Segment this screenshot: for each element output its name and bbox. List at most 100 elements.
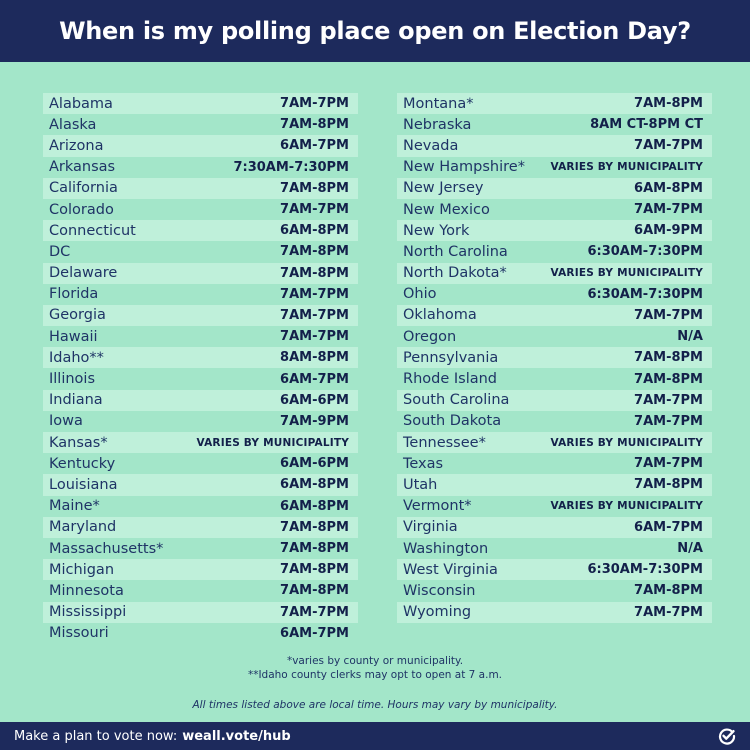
polling-hours: 7AM-8PM: [634, 371, 703, 387]
state-name: Minnesota: [49, 582, 124, 599]
table-row: Missouri 6AM-7PM: [43, 623, 358, 644]
state-name: Maine*: [49, 498, 100, 515]
state-name: Ohio: [403, 286, 437, 303]
state-name: Wyoming: [403, 604, 472, 621]
table-row: Iowa 7AM-9PM: [43, 411, 358, 432]
page-title: When is my polling place open on Electio…: [59, 17, 691, 45]
state-name: Missouri: [49, 625, 109, 642]
table-row: New York 6AM-9PM: [397, 220, 712, 242]
table-row: Virginia 6AM-7PM: [397, 516, 712, 538]
state-name: DC: [49, 243, 71, 260]
polling-hours: 7AM-9PM: [280, 413, 349, 429]
polling-hours: 7AM-8PM: [280, 562, 349, 578]
footer-cta: Make a plan to vote now:: [14, 728, 178, 744]
state-name: Florida: [49, 286, 99, 303]
state-name: New Jersey: [403, 180, 484, 197]
polling-hours: 7AM-7PM: [634, 202, 703, 218]
polling-hours: N/A: [677, 541, 703, 557]
state-name: Arkansas: [49, 159, 116, 176]
state-name: New Mexico: [403, 201, 490, 218]
polling-hours: 7AM-8PM: [634, 350, 703, 366]
table-row: Montana* 7AM-8PM: [397, 93, 712, 115]
polling-hours: 8AM CT-8PM CT: [590, 117, 703, 133]
state-name: Arizona: [49, 137, 104, 154]
polling-hours: 6AM-7PM: [280, 138, 349, 154]
state-name: Georgia: [49, 307, 106, 324]
state-name: Nebraska: [403, 116, 472, 133]
footer-link[interactable]: weall.vote/hub: [182, 728, 291, 744]
polling-hours: 6AM-8PM: [634, 180, 703, 196]
table-row: North Carolina 6:30AM-7:30PM: [397, 241, 712, 262]
state-name: Nevada: [403, 137, 459, 154]
table-row: Alabama 7AM-7PM: [43, 93, 358, 115]
table-row: California 7AM-8PM: [43, 177, 358, 199]
state-name: North Dakota*: [403, 265, 507, 282]
table-row: Oregon N/A: [397, 326, 712, 347]
polling-hours: 6AM-8PM: [280, 498, 349, 514]
polling-hours: 6AM-8PM: [280, 223, 349, 239]
polling-hours: 7AM-7PM: [280, 202, 349, 218]
table-row: Vermont* VARIES BY MUNICIPALITY: [397, 496, 712, 517]
state-name: Connecticut: [49, 222, 136, 239]
polling-hours: 6AM-9PM: [634, 223, 703, 239]
table-row: South Dakota 7AM-7PM: [397, 411, 712, 432]
table-row: Oklahoma 7AM-7PM: [397, 304, 712, 327]
state-name: Utah: [403, 476, 438, 493]
table-row: Arizona 6AM-7PM: [43, 135, 358, 157]
table-row: Arkansas 7:30AM-7:30PM: [43, 157, 358, 178]
state-name: Rhode Island: [403, 371, 498, 388]
state-name: Louisiana: [49, 476, 118, 493]
polling-hours: 7AM-8PM: [634, 477, 703, 493]
table-row: Delaware 7AM-8PM: [43, 262, 358, 284]
state-name: South Dakota: [403, 413, 502, 430]
state-name: Washington: [403, 540, 489, 557]
polling-hours: 7AM-8PM: [280, 117, 349, 133]
state-name: Hawaii: [49, 328, 98, 345]
polling-hours: 7AM-7PM: [280, 286, 349, 302]
state-name: North Carolina: [403, 243, 508, 260]
polling-hours: 7AM-7PM: [634, 307, 703, 323]
state-name: Kentucky: [49, 455, 116, 472]
polling-hours: 7AM-7PM: [634, 138, 703, 154]
polling-hours: 7AM-8PM: [280, 541, 349, 557]
state-name: South Carolina: [403, 392, 510, 409]
polling-hours: 6AM-7PM: [634, 519, 703, 535]
table-row: Ohio 6:30AM-7:30PM: [397, 284, 712, 305]
polling-hours: 6AM-7PM: [280, 625, 349, 641]
polling-hours: 6:30AM-7:30PM: [587, 286, 703, 302]
table-row: Rhode Island 7AM-8PM: [397, 368, 712, 389]
polling-hours: 7AM-7PM: [280, 307, 349, 323]
table-row: Louisiana 6AM-8PM: [43, 474, 358, 496]
checkmark-circle-icon: [718, 727, 736, 745]
state-name: Oregon: [403, 328, 457, 345]
polling-hours: 6AM-6PM: [280, 392, 349, 408]
table-row: Kentucky 6AM-6PM: [43, 453, 358, 474]
polling-hours: 7AM-7PM: [634, 392, 703, 408]
polling-hours: 7AM-8PM: [280, 180, 349, 196]
state-name: Alaska: [49, 116, 97, 133]
polling-hours: 7AM-8PM: [634, 96, 703, 112]
table-row: Washington N/A: [397, 538, 712, 559]
polling-hours: 7AM-7PM: [280, 604, 349, 620]
local-time-note: All times listed above are local time. H…: [192, 699, 558, 711]
state-name: Virginia: [403, 519, 458, 536]
state-name: New Hampshire*: [403, 159, 525, 176]
table-row: Michigan 7AM-8PM: [43, 559, 358, 581]
table-row: Colorado 7AM-7PM: [43, 199, 358, 220]
table-row: Nebraska 8AM CT-8PM CT: [397, 114, 712, 135]
footnote-varies: *varies by county or municipality.: [286, 655, 464, 667]
state-name: West Virginia: [403, 561, 498, 578]
polling-hours: 7AM-7PM: [634, 413, 703, 429]
state-name: Wisconsin: [403, 582, 476, 599]
polling-hours: 7:30AM-7:30PM: [233, 159, 349, 175]
polling-hours: 7AM-8PM: [634, 583, 703, 599]
polling-hours: 7AM-7PM: [280, 96, 349, 112]
table-row: Pennsylvania 7AM-8PM: [397, 347, 712, 369]
table-row: West Virginia 6:30AM-7:30PM: [397, 559, 712, 581]
page-header: When is my polling place open on Electio…: [0, 0, 750, 62]
table-row: Connecticut 6AM-8PM: [43, 220, 358, 242]
polling-hours: 7AM-8PM: [280, 519, 349, 535]
table-row: Kansas* VARIES BY MUNICIPALITY: [43, 432, 358, 454]
state-name: Idaho**: [49, 349, 104, 366]
state-name: Illinois: [49, 371, 96, 388]
